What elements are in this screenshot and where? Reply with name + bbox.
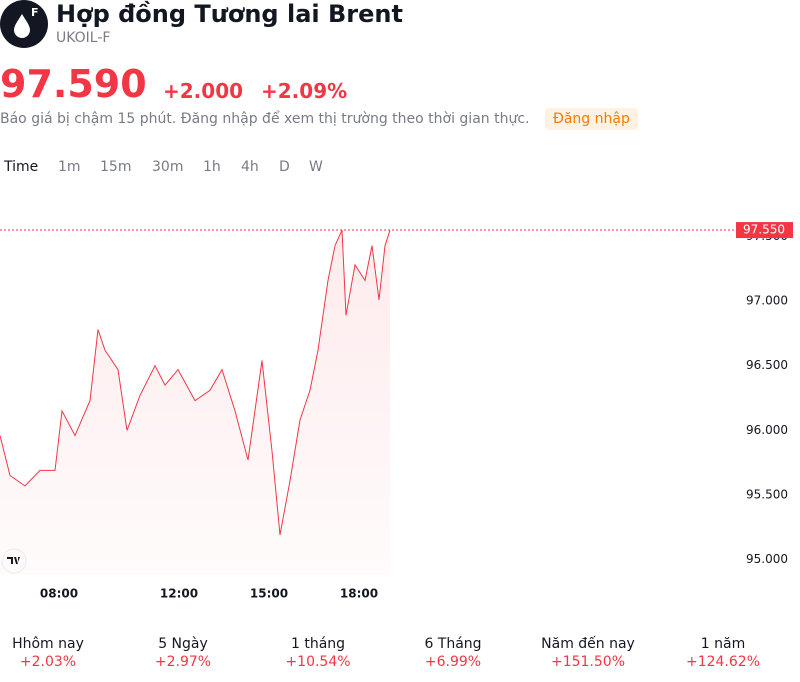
timeframe[interactable]: 1m	[58, 159, 81, 175]
x-tick-label: 12:00	[160, 587, 198, 601]
period[interactable]: Hhôm nay +2.03%	[0, 636, 113, 670]
period-value: +10.54%	[285, 654, 351, 670]
period[interactable]: Năm đến nay +151.50%	[523, 636, 653, 670]
y-tick-label: 97.000	[746, 294, 788, 308]
y-tick-label: 95.500	[746, 487, 788, 501]
period-name: 6 Tháng	[424, 636, 482, 652]
period-name: Năm đến nay	[541, 636, 635, 652]
timeframe[interactable]: 4h	[241, 159, 259, 175]
period-name: 1 tháng	[290, 636, 346, 652]
x-tick-label: 18:00	[340, 587, 378, 601]
period[interactable]: 1 năm +124.62%	[658, 636, 788, 670]
timeframe[interactable]: D	[279, 159, 290, 175]
change-pct: +2.09%	[261, 79, 348, 103]
timeframe[interactable]: Time	[4, 159, 39, 175]
logo-letter: F	[31, 6, 39, 19]
period-name: Hhôm nay	[12, 636, 84, 652]
period-value: +124.62%	[685, 654, 761, 670]
last-price-label: 97.550	[743, 223, 785, 237]
y-tick-label: 96.000	[746, 423, 788, 437]
title: Hợp đồng Tương lai Brent	[56, 0, 403, 28]
timeframe[interactable]: 1h	[203, 159, 221, 175]
login-button[interactable]: Đăng nhập	[545, 108, 638, 130]
price-line	[0, 229, 391, 535]
period-value: +2.03%	[19, 654, 77, 670]
period-name: 5 Ngày	[158, 636, 208, 652]
x-tick-label: 15:00	[250, 587, 288, 601]
period-value: +151.50%	[550, 654, 626, 670]
area	[0, 230, 390, 575]
timeframe[interactable]: 15m	[100, 159, 132, 175]
period[interactable]: 1 tháng +10.54%	[253, 636, 383, 670]
period[interactable]: 5 Ngày +2.97%	[118, 636, 248, 670]
notice: Báo giá bị chậm 15 phút. Đăng nhập để xe…	[0, 111, 530, 127]
period-value: +6.99%	[424, 654, 482, 670]
y-tick-label: 95.000	[746, 552, 788, 566]
x-tick-label: 08:00	[40, 587, 78, 601]
timeframe[interactable]: 30m	[152, 159, 184, 175]
drop-icon	[14, 14, 30, 38]
period-name: 1 năm	[700, 636, 746, 652]
price: 97.590	[0, 62, 147, 106]
change: +2.000	[163, 79, 244, 103]
logo: F	[0, 0, 48, 48]
ticker: UKOIL-F	[56, 30, 111, 46]
period[interactable]: 6 Tháng +6.99%	[388, 636, 518, 670]
y-tick-label: 96.500	[746, 358, 788, 372]
timeframe[interactable]: W	[309, 159, 323, 175]
period-value: +2.97%	[154, 654, 212, 670]
last-price-box	[736, 222, 793, 239]
